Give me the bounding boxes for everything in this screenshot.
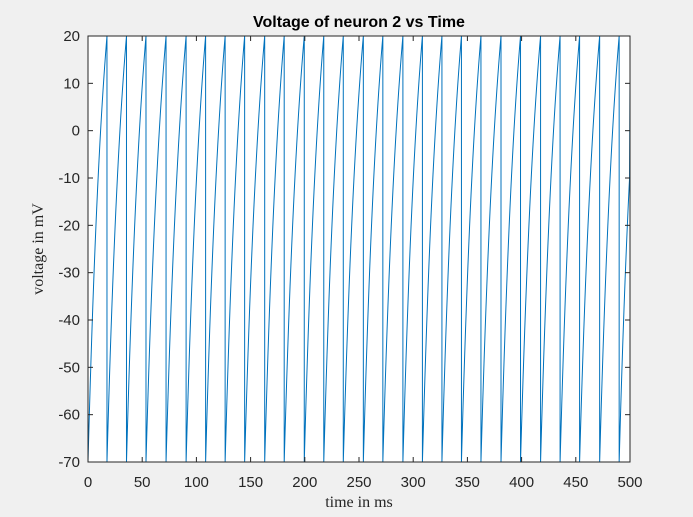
x-tick-labels: 0 50 100 150 200 250 300 350 400 450 500 xyxy=(84,474,643,491)
voltage-series-line xyxy=(87,35,631,463)
y-tick-label: -20 xyxy=(58,217,80,234)
x-tick-label: 250 xyxy=(346,474,371,491)
x-tick-label: 350 xyxy=(455,474,480,491)
x-tick-label: 300 xyxy=(401,474,426,491)
x-tick-label: 500 xyxy=(617,474,642,491)
x-tick-label: 400 xyxy=(509,474,534,491)
y-tick-label: -70 xyxy=(58,454,80,471)
y-axis-label: voltage in mV xyxy=(30,203,47,295)
chart-title: Voltage of neuron 2 vs Time xyxy=(253,14,465,31)
series-line-group xyxy=(87,35,631,463)
y-tick-label: -50 xyxy=(58,359,80,376)
y-tick-label: -40 xyxy=(58,312,80,329)
axes-box xyxy=(87,35,631,463)
x-tick-label: 450 xyxy=(563,474,588,491)
x-axis-label: time in ms xyxy=(325,494,393,511)
x-tick-label: 100 xyxy=(184,474,209,491)
x-tick-label: 200 xyxy=(292,474,317,491)
y-tick-label: -10 xyxy=(58,170,80,187)
x-tick-label: 150 xyxy=(238,474,263,491)
y-tick-label: -30 xyxy=(58,265,80,282)
x-tick-label: 0 xyxy=(84,474,92,491)
y-tick-label: 10 xyxy=(63,75,80,92)
y-tick-label: -60 xyxy=(58,407,80,424)
plot-area xyxy=(88,36,630,462)
y-tick-label: 20 xyxy=(63,28,80,45)
x-tick-label: 50 xyxy=(134,474,151,491)
tick-marks xyxy=(87,35,631,463)
y-tick-labels: 20 10 0 -10 -20 -30 -40 -50 -60 -70 xyxy=(58,28,80,471)
y-tick-label: 0 xyxy=(72,123,80,140)
